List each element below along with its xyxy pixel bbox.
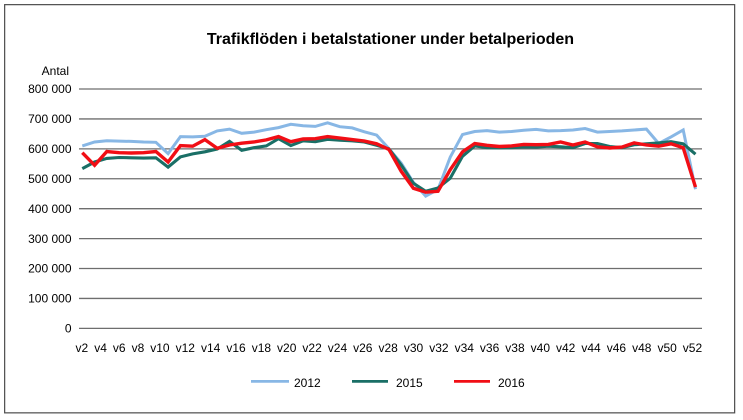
svg-text:800 000: 800 000	[28, 82, 72, 96]
svg-text:400 000: 400 000	[28, 202, 72, 216]
svg-text:2012: 2012	[294, 376, 321, 390]
svg-text:200 000: 200 000	[28, 262, 72, 276]
svg-text:100 000: 100 000	[28, 292, 72, 306]
svg-text:600 000: 600 000	[28, 142, 72, 156]
svg-text:500 000: 500 000	[28, 172, 72, 186]
svg-text:2015: 2015	[396, 376, 423, 390]
svg-text:0: 0	[65, 322, 72, 336]
svg-text:300 000: 300 000	[28, 232, 72, 246]
svg-text:2016: 2016	[498, 376, 525, 390]
svg-text:700 000: 700 000	[28, 112, 72, 126]
